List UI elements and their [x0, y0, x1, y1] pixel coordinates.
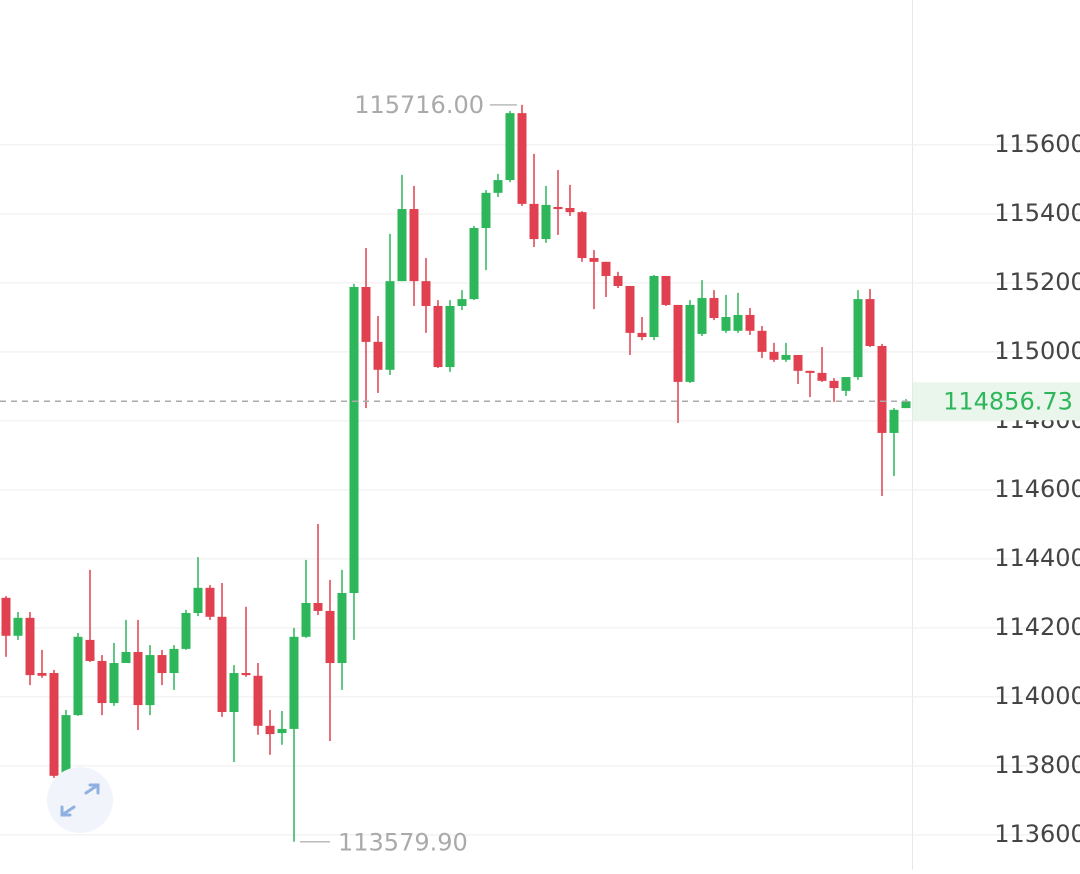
candle-body	[577, 212, 587, 259]
candle-body	[265, 725, 275, 735]
candle-body	[373, 341, 383, 370]
candle-body	[529, 203, 539, 240]
candle-body	[433, 305, 443, 368]
candle-body	[73, 636, 83, 716]
candle-body	[49, 673, 59, 776]
candle-body	[253, 675, 263, 726]
max-label: 115716.00	[354, 91, 484, 119]
candle-body	[865, 299, 875, 346]
y-tick-label: 113800	[994, 751, 1080, 779]
labels: 113600 113800 114000 114200 114400 114600 1148…	[0, 91, 1080, 857]
candle-body	[829, 380, 839, 389]
candle-body	[889, 409, 899, 433]
y-tick-label: 115000	[994, 337, 1080, 365]
candle-body	[685, 304, 695, 382]
candle-body	[469, 228, 479, 300]
candle-body	[817, 372, 827, 381]
candle-body	[661, 275, 671, 305]
candle-body	[325, 610, 335, 664]
candle-body	[565, 208, 575, 213]
candle-body	[481, 192, 491, 229]
candle-body	[841, 377, 851, 391]
candle-body	[61, 715, 71, 776]
candle-body	[37, 673, 47, 676]
candle-body	[229, 673, 239, 713]
candle-body	[745, 314, 755, 331]
candle-body	[205, 587, 215, 617]
last-price-label: 114856.73	[943, 387, 1073, 415]
candle-body	[409, 209, 419, 282]
y-tick-label: 115400	[994, 199, 1080, 227]
y-tick-label: 114200	[994, 613, 1080, 641]
candle-body	[13, 617, 23, 636]
candle-body	[397, 209, 407, 282]
candle-body	[193, 587, 203, 614]
candle-body	[25, 617, 35, 676]
candle-body	[781, 354, 791, 360]
candle-body	[181, 613, 191, 649]
candle-body	[241, 673, 251, 676]
candle-body	[613, 275, 623, 286]
candle-body	[637, 332, 647, 338]
last-price-tag	[913, 382, 1080, 421]
candle-body	[769, 351, 779, 360]
candle-body	[97, 660, 107, 704]
candle-body	[601, 261, 611, 276]
candle-body	[877, 345, 887, 433]
candle-body	[697, 298, 707, 334]
candle-body	[709, 298, 719, 319]
expand-icon[interactable]	[60, 783, 100, 817]
candle-body	[553, 206, 563, 210]
candle-body	[313, 602, 323, 611]
candle-body	[133, 651, 143, 706]
expand-button[interactable]	[47, 767, 113, 833]
expand-button-bg[interactable]	[47, 767, 113, 833]
candle-body	[493, 180, 503, 193]
candle-body	[649, 275, 659, 338]
candle-body	[385, 281, 395, 370]
candle-body	[289, 636, 299, 729]
candle-body	[1, 597, 11, 636]
y-tick-label: 114600	[994, 475, 1080, 503]
candle-body	[301, 602, 311, 637]
candle-body	[277, 728, 287, 734]
candle-body	[589, 258, 599, 262]
candle-body	[793, 354, 803, 371]
candle-body	[853, 299, 863, 378]
candle-body	[121, 651, 131, 664]
candle-body	[85, 639, 95, 661]
y-tick-label: 114400	[994, 544, 1080, 572]
min-label: 113579.90	[338, 829, 468, 857]
candle-body	[109, 663, 119, 704]
candle-body	[157, 655, 167, 674]
candle-body	[673, 304, 683, 382]
grid	[0, 144, 1080, 836]
candle-body	[217, 616, 227, 713]
candle-body	[169, 648, 179, 674]
candle-body	[721, 317, 731, 331]
candle-body	[541, 204, 551, 240]
candle-body	[445, 305, 455, 368]
candle-body	[805, 370, 815, 373]
candle-body	[349, 287, 359, 593]
y-tick-label: 115600	[994, 130, 1080, 158]
y-tick-label: 115200	[994, 268, 1080, 296]
candle-body	[145, 655, 155, 706]
candle-body	[361, 287, 371, 342]
y-tick-label: 114000	[994, 682, 1080, 710]
y-tick-label: 113600	[994, 820, 1080, 848]
candle-body	[337, 592, 347, 664]
candles	[1, 104, 911, 842]
candle-body	[421, 281, 431, 306]
candle-body	[757, 330, 767, 352]
candle-body	[517, 113, 527, 204]
candle-body	[505, 113, 515, 181]
candle-body	[457, 299, 467, 306]
candle-body	[733, 314, 743, 331]
candle-body	[625, 285, 635, 333]
candle-body	[901, 401, 911, 409]
